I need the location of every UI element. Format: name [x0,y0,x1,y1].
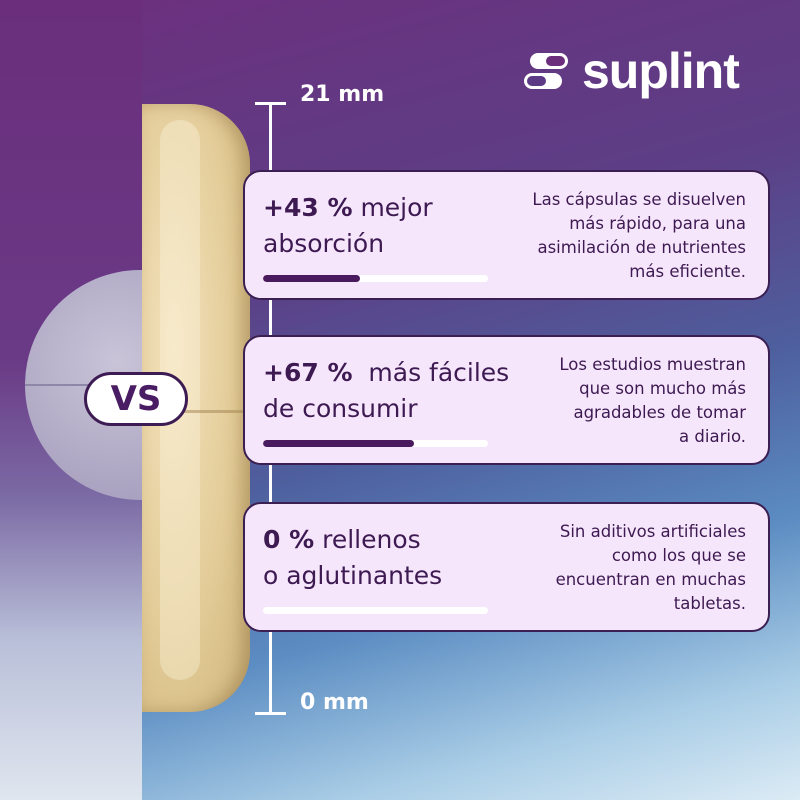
ruler-top-label: 21 mm [300,82,385,107]
headline-text-line2: o aglutinantes [263,561,443,590]
progress-bar [263,440,488,447]
benefit-card: +67 % más fáciles de consumir Los estudio… [243,335,770,465]
benefit-card: +43 % mejor absorción Las cápsulas se dis… [243,170,770,300]
headline-text: más fáciles [352,358,510,387]
card-headline: +67 % más fáciles de consumir [263,355,509,427]
card-description: Las cápsulas se disuelven más rápido, par… [486,188,746,284]
progress-bar-fill [263,440,414,447]
card-description: Los estudios muestran que son mucho más ag… [486,353,746,449]
description-line: tabletas. [673,594,746,613]
description-line: Los estudios muestran [559,355,746,374]
progress-bar-fill [263,275,360,282]
card-headline: 0 % rellenos o aglutinantes [263,522,442,594]
description-line: Las cápsulas se disuelven [532,190,746,209]
capsule-seam [142,410,246,413]
headline-text: rellenos [314,525,421,554]
headline-text-line2: absorción [263,229,385,258]
vs-badge: VS [84,372,188,426]
brand-logo: suplint [522,42,740,100]
description-line: encuentran en muchas [555,570,746,589]
description-line: más rápido, para una [569,214,746,233]
headline-text: mejor [352,193,433,222]
ruler-bottom-tick [255,712,286,715]
description-line: asimilación de nutrientes [537,238,746,257]
ruler-top-tick [255,102,286,105]
headline-stat: 0 % [263,525,315,554]
description-line: agradables de tomar [573,403,746,422]
capsule-logo-icon [524,53,568,89]
progress-bar [263,275,488,282]
benefit-card: 0 % rellenos o aglutinantes Sin aditivos … [243,502,770,632]
tablet-score-line [25,384,145,386]
headline-stat: +43 % [263,193,353,222]
description-line: más eficiente. [629,262,746,281]
ruler-bottom-label: 0 mm [300,690,369,715]
description-line: como los que se [611,546,746,565]
headline-text-line2: de consumir [263,394,418,423]
headline-stat: +67 % [263,358,353,387]
description-line: a diario. [679,427,746,446]
card-description: Sin aditivos artificiales como los que se… [486,520,746,616]
description-line: que son mucho más [579,379,746,398]
card-headline: +43 % mejor absorción [263,190,433,262]
description-line: Sin aditivos artificiales [559,522,746,541]
brand-name: suplint [582,43,740,99]
progress-bar [263,607,488,614]
